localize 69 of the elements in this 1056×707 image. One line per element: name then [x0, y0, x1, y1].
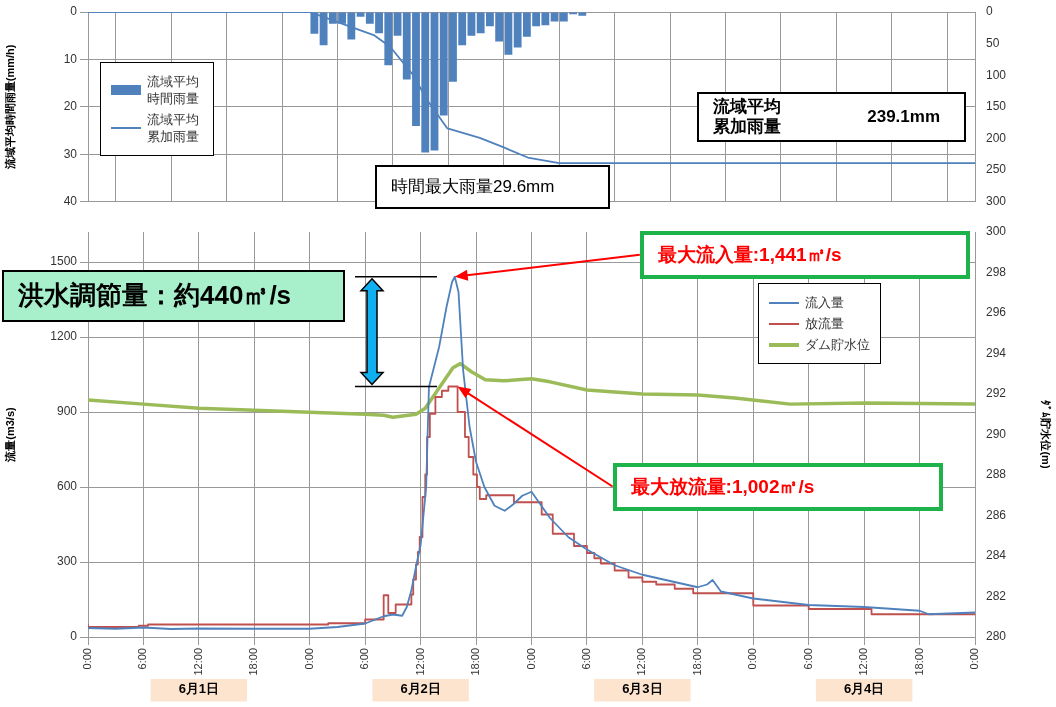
y-tick-label: 1200 [50, 329, 78, 344]
x2-tick-label: 6月4日 [843, 681, 885, 697]
y2-tick-label: 280 [986, 629, 1007, 644]
annotation: 時間最大雨量29.6mm [391, 177, 555, 197]
y2-tick-label: 290 [986, 426, 1007, 441]
x-tick-label: 6:00 [136, 648, 149, 670]
annotation: 流域平均累加雨量 [713, 97, 782, 137]
x-tick-label: 0:00 [81, 648, 94, 670]
x-tick-label: 6:00 [801, 648, 814, 670]
x-tick-label: 12:00 [857, 648, 870, 676]
legend-label: 放流量 [805, 315, 844, 332]
x-tick-label: 18:00 [912, 648, 925, 676]
x2-tick-label: 6月1日 [178, 681, 220, 697]
text-box: 流域平均累加雨量 239.1mm [697, 92, 966, 142]
legend-label: 流入量 [805, 294, 844, 311]
y-tick-label: 1500 [50, 254, 78, 269]
x-tick-label: 0:00 [746, 648, 759, 670]
y2-tick-label: 296 [986, 305, 1007, 320]
x2-tick-label: 6月3日 [622, 681, 663, 697]
text-box: 最大流入量:1,441㎥/s [639, 230, 970, 279]
annotation: 最大流入量:1,441㎥/s [657, 242, 842, 267]
x2-tick-label: 6月2日 [400, 681, 441, 697]
x-tick-label: 0:00 [302, 648, 315, 670]
annotation: 洪水調節量：約440㎥/s [18, 280, 292, 311]
legend-label: 流域平均累加雨量 [147, 111, 200, 145]
y2-tick-label: 300 [986, 224, 1007, 239]
x-tick-label: 18:00 [469, 648, 482, 676]
y2-tick-label: 150 [986, 99, 1007, 114]
x-tick-label: 12:00 [191, 648, 204, 676]
y2-tick-label: 294 [986, 345, 1007, 360]
text-box: 最大放流量:1,002㎥/s [612, 462, 943, 511]
x-tick-label: 18:00 [690, 648, 703, 676]
y-tick-label: 0 [70, 629, 78, 644]
annotation: 239.1mm [867, 107, 940, 127]
legend-label: 流域平均時間雨量 [147, 73, 200, 107]
y-tick-label: 40 [63, 194, 78, 209]
y-axis-title: 流量(m3/s) [3, 406, 16, 463]
y2-tick-label: 50 [986, 35, 1000, 50]
y2-tick-label: 200 [986, 130, 1007, 145]
x-tick-label: 6:00 [358, 648, 371, 670]
y-tick-label: 300 [56, 554, 78, 569]
y2-tick-label: 286 [986, 507, 1007, 522]
text-box: 時間最大雨量29.6mm [375, 165, 610, 209]
y2-tick-label: 100 [986, 67, 1007, 82]
y2-tick-label: 292 [986, 386, 1007, 401]
x-tick-label: 18:00 [247, 648, 260, 676]
y2-tick-label: 250 [986, 162, 1007, 177]
text-box: 洪水調節量：約440㎥/s [2, 270, 345, 322]
y2-axis-title: ﾀﾞﾑ貯水位(m) [1040, 400, 1053, 469]
y-tick-label: 600 [56, 479, 78, 494]
y-tick-label: 900 [56, 404, 78, 419]
y-tick-label: 0 [70, 4, 78, 19]
y2-tick-label: 282 [986, 588, 1007, 603]
y2-tick-label: 300 [986, 194, 1007, 209]
x-tick-label: 6:00 [579, 648, 592, 670]
y2-tick-label: 0 [986, 4, 993, 19]
y-tick-label: 30 [63, 146, 78, 161]
y2-tick-label: 284 [986, 548, 1007, 563]
y-tick-label: 10 [63, 51, 78, 66]
x-tick-label: 0:00 [524, 648, 537, 670]
y-axis-title: 流域平均時間雨量(mm/h) [3, 44, 16, 171]
y2-tick-label: 298 [986, 264, 1007, 279]
annotation: 最大放流量:1,002㎥/s [630, 474, 815, 499]
legend-label: ダム貯水位 [805, 336, 870, 353]
x-tick-label: 12:00 [635, 648, 648, 676]
x-tick-label: 12:00 [413, 648, 426, 676]
y-tick-label: 20 [63, 99, 78, 114]
y2-tick-label: 288 [986, 467, 1007, 482]
x-tick-label: 0:00 [968, 648, 981, 670]
